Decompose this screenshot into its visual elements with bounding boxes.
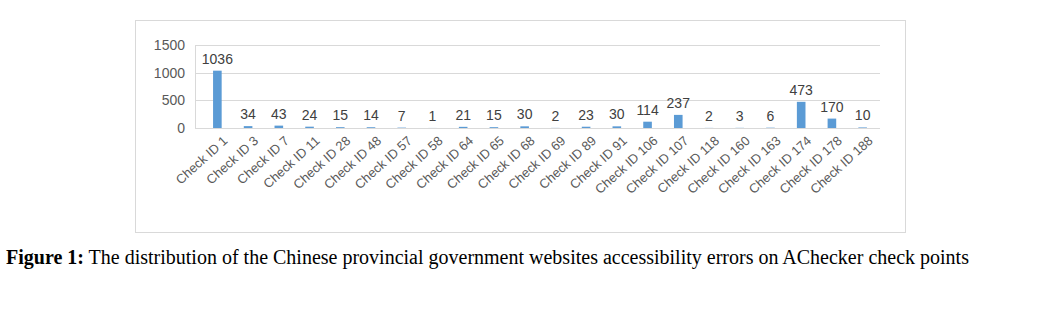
grid-line	[195, 73, 880, 74]
data-label: 43	[271, 106, 287, 122]
chart-frame	[136, 21, 906, 233]
bar	[858, 127, 867, 128]
y-axis-line	[195, 46, 196, 129]
data-label: 15	[486, 107, 502, 123]
data-label: 1036	[202, 51, 233, 67]
bar	[520, 126, 529, 128]
data-label: 15	[332, 107, 348, 123]
bar	[828, 119, 837, 128]
bar	[459, 127, 468, 128]
x-axis-line	[203, 128, 879, 129]
grid-line	[195, 45, 880, 46]
bar	[305, 127, 314, 128]
bar	[551, 127, 560, 128]
data-label: 6	[767, 108, 775, 124]
data-label: 10	[855, 107, 871, 123]
data-label: 170	[820, 99, 844, 115]
bar	[674, 115, 683, 128]
bar	[735, 127, 744, 128]
x-tick-label: Check ID 188	[807, 133, 876, 197]
data-label: 23	[578, 107, 594, 123]
x-tick: Check ID 188	[807, 128, 876, 197]
data-label: 30	[609, 106, 625, 122]
data-label: 2	[705, 108, 713, 124]
data-label: 7	[398, 108, 406, 124]
data-label: 30	[517, 106, 533, 122]
y-tick: 1000	[154, 65, 195, 81]
bar	[582, 127, 591, 128]
data-label: 3	[736, 108, 744, 124]
data-labels: 1036344324151471211530223301142372364731…	[202, 51, 871, 124]
grid-line	[195, 100, 880, 101]
caption: Figure 1: The distribution of the Chines…	[6, 246, 1016, 269]
y-tick-label: 1000	[154, 65, 185, 81]
y-tick-label: 1500	[154, 37, 185, 53]
bar	[336, 127, 345, 128]
y-tick: 0	[177, 120, 195, 136]
bar	[490, 127, 499, 128]
data-label: 34	[240, 106, 256, 122]
y-tick-label: 500	[162, 92, 186, 108]
grid-line	[195, 128, 880, 129]
chart-svg: 0 500 1000 1500 Check ID 1Check ID 3Check ID…	[0, 0, 1039, 244]
bar	[397, 127, 406, 128]
bar	[213, 71, 222, 128]
caption-label: Figure 1:	[6, 246, 84, 268]
bar	[367, 127, 376, 128]
data-label: 24	[302, 107, 318, 123]
data-label: 2	[551, 108, 559, 124]
y-tick: 500	[162, 92, 195, 108]
caption-text: The distribution of the Chinese provinci…	[84, 246, 969, 268]
bar	[643, 122, 652, 128]
x-axis: Check ID 1Check ID 3Check ID 7Check ID 1…	[173, 128, 879, 197]
data-label: 237	[667, 95, 691, 111]
data-label: 1	[429, 108, 437, 124]
bar	[705, 127, 714, 128]
data-label: 14	[363, 107, 379, 123]
grid	[195, 46, 880, 129]
bar	[428, 127, 437, 128]
bars	[213, 71, 867, 128]
bar	[275, 126, 284, 128]
data-label: 21	[455, 107, 471, 123]
bar	[613, 126, 622, 128]
data-label: 473	[790, 82, 814, 98]
y-tick-label: 0	[177, 120, 185, 136]
bar	[766, 127, 775, 128]
y-axis: 0 500 1000 1500	[154, 37, 196, 136]
y-tick: 1500	[154, 37, 195, 53]
bar	[797, 102, 806, 128]
bar	[244, 126, 253, 128]
data-label: 114	[636, 102, 659, 118]
